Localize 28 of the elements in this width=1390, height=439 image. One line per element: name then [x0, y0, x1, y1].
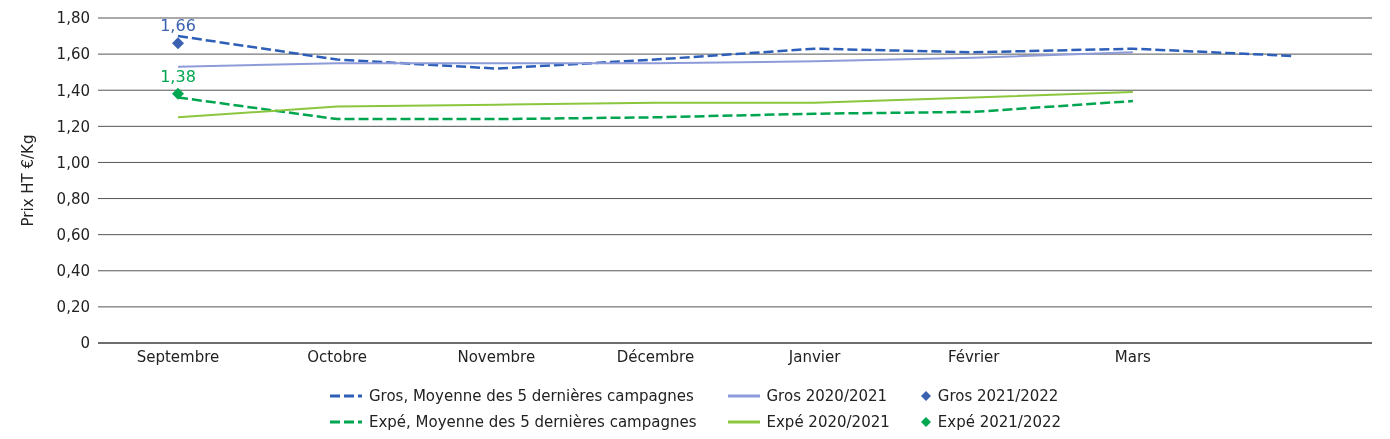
y-tick-label: 1,00 [56, 153, 90, 172]
y-axis-title: Prix HT €/Kg [19, 134, 38, 227]
x-tick-label: Octobre [307, 347, 367, 366]
legend-label: Gros 2021/2022 [937, 387, 1059, 405]
x-tick-label: Janvier [787, 347, 842, 366]
y-tick-label: 1,60 [56, 45, 90, 64]
y-tick-label: 0,80 [56, 189, 90, 208]
y-tick-label: 1,20 [56, 117, 90, 136]
y-tick-label: 0,40 [56, 262, 90, 281]
x-tick-label: Septembre [136, 347, 220, 366]
line-series [177, 91, 1134, 119]
legend-label: Expé, Moyenne des 5 dernières campagnes [368, 413, 697, 431]
x-tick-label: Février [947, 347, 1001, 366]
legend-label: Expé 2021/2022 [937, 413, 1062, 431]
legend-label: Gros, Moyenne des 5 dernières campagnes [368, 387, 694, 405]
y-tick-label: 1,80 [56, 9, 90, 28]
x-tick-label: Novembre [457, 347, 536, 366]
x-tick-label: Mars [1114, 347, 1152, 366]
y-tick-label: 0 [80, 334, 90, 353]
legend-label: Expé 2020/2021 [766, 413, 890, 431]
x-tick-label: Décembre [616, 347, 695, 366]
data-label: 1,38 [160, 66, 196, 86]
y-tick-label: 1,40 [56, 81, 90, 100]
legend-label: Gros 2020/2021 [766, 387, 888, 405]
line-series [177, 51, 1134, 68]
data-label: 1,66 [160, 16, 196, 36]
y-tick-label: 0,60 [56, 225, 90, 244]
y-tick-label: 0,20 [56, 298, 90, 317]
